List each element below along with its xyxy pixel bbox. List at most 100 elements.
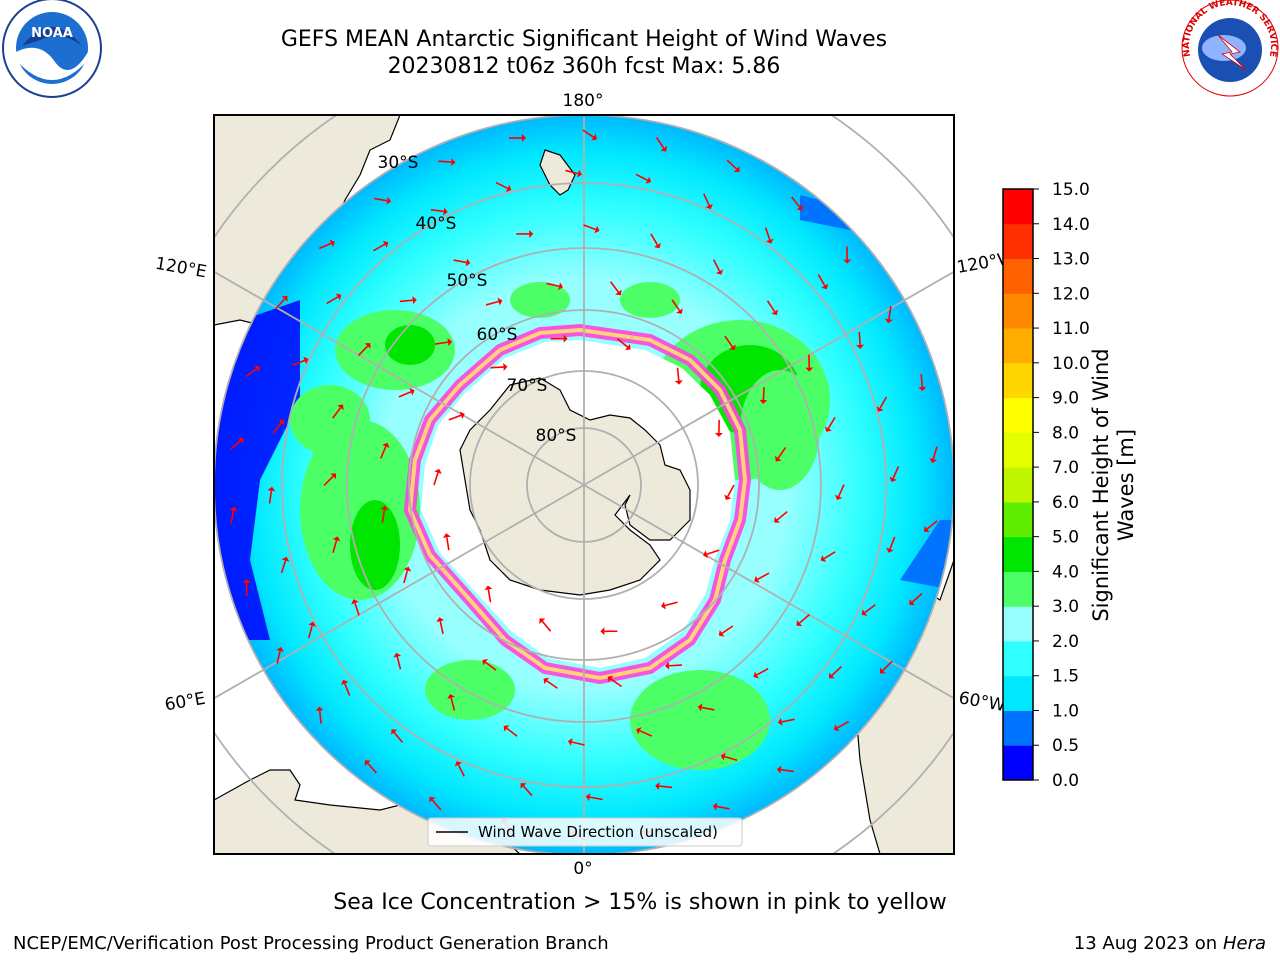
wind-arrow (831, 666, 842, 677)
wind-arrow-head (529, 229, 534, 238)
wind-arrow (781, 718, 795, 723)
colorbar-tick-label: 10.0 (1052, 354, 1090, 374)
wind-arrow (639, 730, 653, 737)
wind-arrow-head (451, 158, 456, 167)
colorbar-frame (1002, 188, 1034, 781)
wind-arrow-head (655, 782, 660, 791)
wind-arrow (827, 416, 836, 429)
wind-arrow-head (341, 679, 349, 686)
wind-arrow-head (429, 796, 436, 803)
wind-arrow-head (876, 406, 884, 412)
wind-arrow-head (254, 365, 260, 373)
wind-arrow-head (821, 283, 829, 290)
colorbar-segment (1003, 432, 1033, 468)
wind-arrow (817, 274, 826, 287)
wind-arrow (367, 762, 377, 774)
wind-arrow (280, 560, 287, 574)
wind-arrow (403, 570, 409, 584)
colorbar-tick-label: 11.0 (1052, 319, 1090, 339)
wind-arrow-head (796, 620, 803, 627)
wind-arrow (836, 720, 850, 729)
wind-arrow-head (889, 476, 897, 483)
wind-arrow-head (729, 344, 736, 351)
colorbar-tick-label: 8.0 (1052, 423, 1079, 443)
wind-arrow-head (886, 547, 894, 553)
wind-arrow (716, 805, 730, 810)
wind-arrow (435, 341, 449, 345)
wind-arrow-head (805, 367, 814, 372)
colorbar-tick-label: 1.0 (1052, 701, 1079, 721)
wind-arrow-head (465, 258, 471, 267)
wind-arrow-head (909, 599, 915, 606)
wind-arrow-head (724, 494, 732, 500)
wind-arrow-head (754, 575, 760, 583)
wind-arrow-head (674, 380, 683, 385)
wind-arrow (485, 661, 497, 671)
wind-arrow (756, 667, 769, 676)
colorbar-tick-label: 9.0 (1052, 389, 1079, 409)
colorbar-label: Significant Height of Wind Waves [m] (1089, 348, 1138, 622)
colorbar-segment (1003, 571, 1033, 607)
wind-arrow-head (563, 334, 568, 343)
wind-arrow-head (661, 601, 666, 610)
wind-arrow-head (591, 133, 597, 141)
wind-arrow (433, 472, 439, 486)
wind-arrow (762, 386, 765, 401)
wind-arrow (565, 169, 579, 175)
lat-label-70s: 70°S (507, 376, 548, 396)
wind-arrow (659, 785, 673, 789)
wind-arrow-head (442, 533, 451, 538)
wind-arrow-head (585, 793, 591, 802)
wind-arrow-head (660, 146, 668, 152)
wind-arrow-head (923, 525, 930, 533)
wind-arrow-head (879, 667, 886, 674)
wind-arrow-head (443, 207, 448, 216)
wind-arrow (780, 768, 794, 773)
wind-arrow-head (856, 344, 865, 349)
wind-arrow (307, 625, 313, 639)
wind-arrow-head (364, 343, 371, 349)
wind-arrow-head (436, 617, 445, 622)
wind-arrow (616, 338, 628, 348)
lon-label-60e: 60°E (163, 689, 207, 716)
lon-label-0: 0° (573, 859, 592, 879)
colorbar-tick-label: 13.0 (1052, 250, 1090, 270)
wind-arrow (245, 368, 258, 378)
wind-arrow (791, 196, 801, 208)
wind-arrow-head (718, 629, 725, 637)
wind-arrow-head (337, 404, 344, 411)
colorbar-segment (1003, 467, 1033, 503)
wind-arrow (230, 510, 235, 524)
noaa-logo: NOAA (2, 0, 102, 98)
wind-arrow (485, 300, 499, 306)
wind-arrow (889, 536, 896, 550)
wind-arrow (457, 764, 465, 777)
wind-arrow (393, 731, 404, 743)
wind-arrow-head (543, 677, 550, 685)
wind-arrow-head (796, 204, 803, 211)
map-legend: Wind Wave Direction (unscaled) (427, 817, 743, 847)
wind-arrow-head (835, 494, 843, 501)
wind-arrow-head (774, 455, 782, 462)
lat-label-50s: 50°S (447, 271, 488, 291)
wind-arrow (399, 299, 413, 303)
wind-arrow-head (594, 225, 600, 234)
wind-arrow (892, 466, 900, 479)
lat-label-80s: 80°S (536, 426, 577, 446)
wind-arrow-head (391, 729, 398, 735)
wind-arrow-head (697, 703, 703, 712)
colorbar-segment (1003, 675, 1033, 711)
colorbar-tick-label: 1.5 (1052, 667, 1079, 687)
wind-arrow-head (382, 442, 390, 449)
wind-arrow (635, 173, 648, 181)
wind-arrow-head (330, 473, 337, 480)
wind-arrow (766, 300, 776, 313)
colorbar-segment (1003, 606, 1033, 642)
wind-arrow (344, 683, 351, 696)
wind-arrow-head (308, 621, 316, 627)
wind-arrow (703, 193, 710, 206)
wind-arrow-head (720, 752, 726, 761)
colorbar-segment (1003, 293, 1033, 329)
colorbar-segment (1003, 189, 1033, 225)
wind-arrow (582, 129, 595, 138)
